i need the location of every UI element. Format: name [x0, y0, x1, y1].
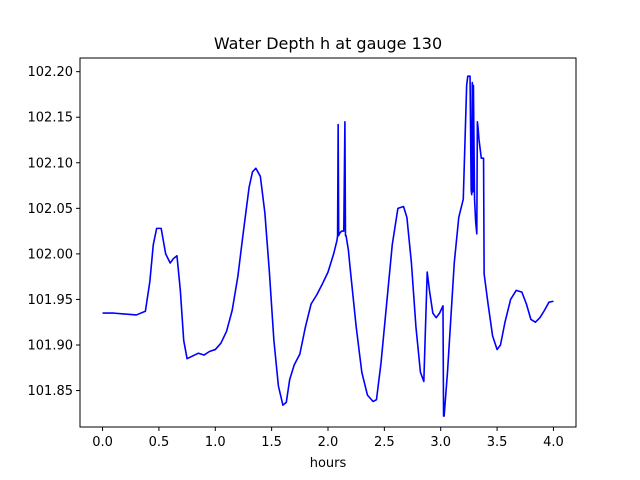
x-tick-label: 2.5: [374, 435, 395, 450]
x-tick-label: 3.0: [430, 435, 451, 450]
y-tick-label: 102.20: [28, 65, 74, 80]
series-line: [102, 75, 554, 417]
y-tick-label: 102.05: [28, 202, 74, 217]
x-tick-label: 1.0: [205, 435, 226, 450]
x-tick-label: 3.5: [487, 435, 508, 450]
y-tick-label: 101.90: [28, 339, 74, 354]
y-tick-label: 101.95: [28, 293, 74, 308]
x-tick-label: 0.5: [149, 435, 170, 450]
chart-title: Water Depth h at gauge 130: [214, 34, 442, 53]
y-tick-label: 102.00: [28, 247, 74, 262]
x-tick-label: 0.0: [92, 435, 113, 450]
x-tick-label: 2.0: [318, 435, 339, 450]
x-tick-label: 1.5: [261, 435, 282, 450]
x-axis: 0.0 0.5 1.0 1.5 2.0 2.5 3.0 3.5 4.0: [92, 427, 564, 450]
x-tick-label: 4.0: [543, 435, 564, 450]
x-axis-label: hours: [310, 456, 347, 471]
y-tick-label: 101.85: [28, 384, 74, 399]
y-tick-label: 102.10: [28, 156, 74, 171]
plot-area: [102, 75, 554, 417]
y-tick-label: 102.15: [28, 111, 74, 126]
y-axis: 101.85 101.90 101.95 102.00 102.05 102.10 102.…: [28, 65, 80, 399]
